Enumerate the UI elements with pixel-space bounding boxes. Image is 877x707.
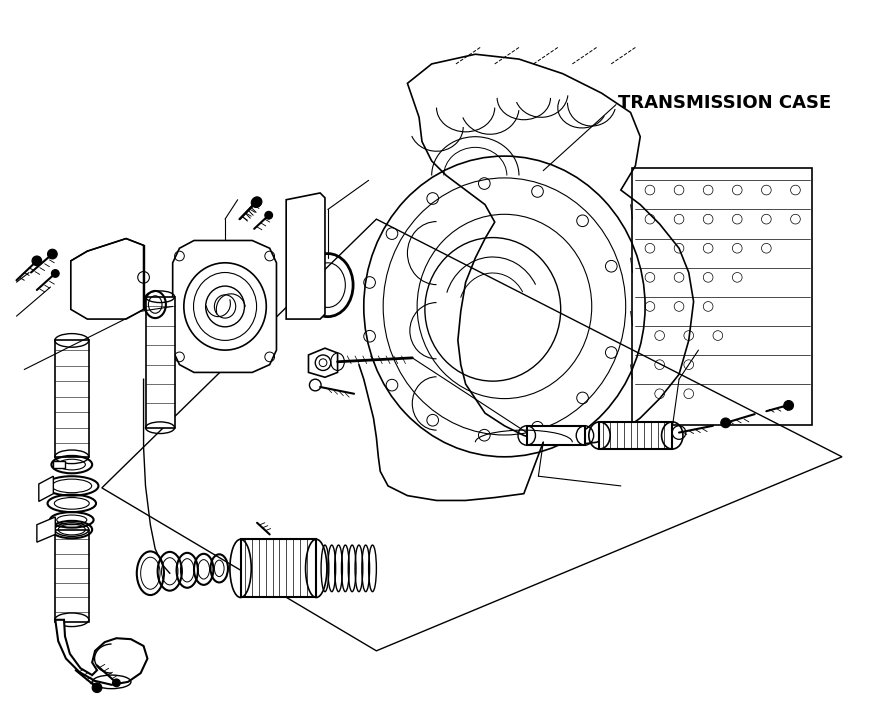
Polygon shape (37, 517, 55, 542)
Polygon shape (309, 348, 338, 378)
Bar (600, 422, 673, 449)
Circle shape (721, 418, 731, 428)
Text: TRANSMISSION CASE: TRANSMISSION CASE (618, 94, 831, 112)
Polygon shape (286, 193, 325, 319)
Bar (632, 168, 812, 425)
Circle shape (92, 683, 102, 693)
Polygon shape (55, 620, 147, 685)
Bar (527, 426, 585, 445)
Polygon shape (39, 477, 53, 501)
Polygon shape (173, 240, 276, 373)
Bar (53, 461, 65, 469)
Circle shape (47, 250, 57, 259)
Circle shape (784, 401, 794, 410)
Bar (55, 340, 89, 457)
Circle shape (112, 679, 120, 686)
Bar (240, 539, 317, 597)
Circle shape (251, 198, 261, 208)
Circle shape (32, 256, 42, 266)
Circle shape (52, 269, 59, 277)
Circle shape (265, 211, 273, 219)
Polygon shape (71, 238, 144, 319)
Bar (146, 297, 175, 428)
Circle shape (253, 197, 262, 206)
Bar (55, 530, 89, 621)
